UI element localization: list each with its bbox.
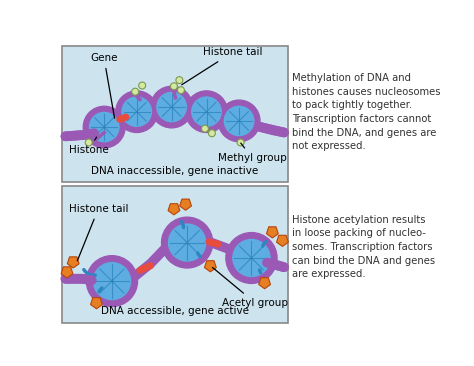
Circle shape xyxy=(93,262,130,299)
FancyBboxPatch shape xyxy=(62,46,288,182)
Circle shape xyxy=(177,87,184,94)
Circle shape xyxy=(171,83,177,90)
Circle shape xyxy=(237,139,244,146)
Circle shape xyxy=(86,256,137,306)
Text: DNA inaccessible, gene inactive: DNA inaccessible, gene inactive xyxy=(91,165,258,176)
Circle shape xyxy=(224,106,254,135)
Circle shape xyxy=(226,232,277,283)
Circle shape xyxy=(176,76,183,83)
Polygon shape xyxy=(204,261,216,272)
Text: Methyl group: Methyl group xyxy=(218,143,287,163)
Circle shape xyxy=(151,86,192,128)
Text: Methylation of DNA and
histones causes nucleosomes
to pack tightly together.
Tra: Methylation of DNA and histones causes n… xyxy=(292,73,440,151)
Circle shape xyxy=(192,97,221,126)
Polygon shape xyxy=(259,278,271,289)
FancyBboxPatch shape xyxy=(62,186,288,323)
Circle shape xyxy=(122,97,152,126)
Circle shape xyxy=(90,112,119,142)
Text: Histone tail: Histone tail xyxy=(182,48,262,85)
Circle shape xyxy=(209,130,215,137)
Circle shape xyxy=(116,91,158,132)
Circle shape xyxy=(218,100,260,142)
Circle shape xyxy=(139,82,146,89)
Polygon shape xyxy=(91,298,102,309)
Circle shape xyxy=(83,106,125,148)
Text: Acetyl group: Acetyl group xyxy=(212,268,288,308)
Polygon shape xyxy=(276,235,288,246)
Polygon shape xyxy=(67,257,79,268)
Text: Gene: Gene xyxy=(90,53,118,118)
Text: Histone: Histone xyxy=(69,137,108,155)
Circle shape xyxy=(132,88,139,95)
Polygon shape xyxy=(266,227,278,238)
Polygon shape xyxy=(61,267,73,278)
Text: Histone tail: Histone tail xyxy=(69,204,128,261)
Circle shape xyxy=(201,125,209,132)
Circle shape xyxy=(157,93,186,122)
Circle shape xyxy=(85,139,92,146)
Circle shape xyxy=(186,91,228,132)
Text: DNA accessible, gene active: DNA accessible, gene active xyxy=(101,306,249,317)
Text: Histone acetylation results
in loose packing of nucleo-
somes. Transcription fac: Histone acetylation results in loose pac… xyxy=(292,215,435,279)
Polygon shape xyxy=(168,204,180,215)
Circle shape xyxy=(162,217,213,268)
Circle shape xyxy=(169,224,206,261)
Circle shape xyxy=(233,239,270,276)
Polygon shape xyxy=(180,199,191,210)
